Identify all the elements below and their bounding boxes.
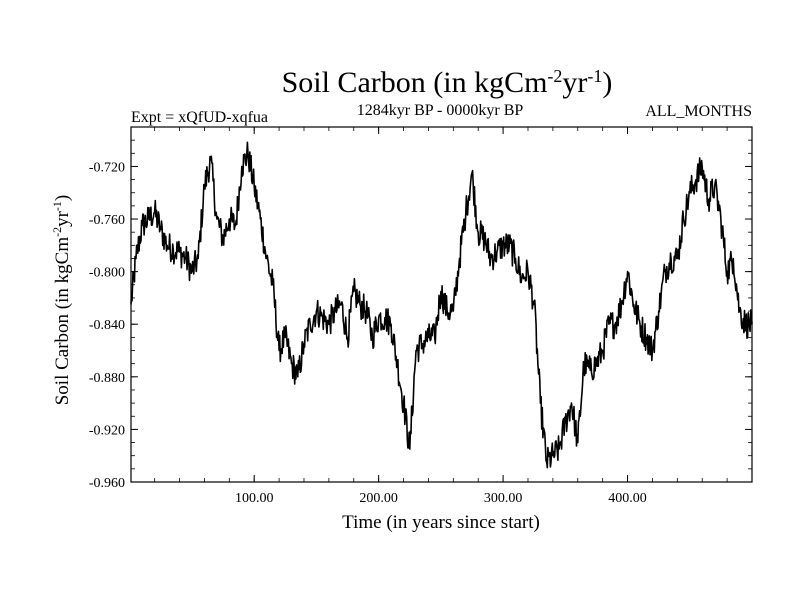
x-axis-ticks: 100.00 200.00 300.00 400.00 [154,127,728,506]
x-tick-label: 100.00 [235,491,274,506]
title-sup-1: -2 [547,66,562,86]
period-note: 1284kyr BP - 0000kyr BP [357,102,524,119]
y-tick-label: -0.880 [89,371,125,386]
ylabel-sup-1: -2 [50,227,64,237]
chart-title: Soil Carbon (in kgCm-2yr-1) [282,66,613,99]
title-end: ) [602,66,612,99]
y-tick-label: -0.760 [89,213,125,228]
title-sup-2: -1 [587,66,602,86]
y-tick-label: -0.920 [89,423,125,438]
months-note: ALL_MONTHS [645,103,752,120]
y-tick-label: -0.720 [89,160,125,175]
x-tick-label: 200.00 [359,491,398,506]
x-tick-label: 400.00 [608,491,647,506]
title-mid: yr [562,66,587,99]
y-axis-label: Soil Carbon (in kgCm-2yr-1) [50,195,73,406]
x-tick-label: 300.00 [484,491,523,506]
series-line [130,141,753,469]
ylabel-end: ) [52,195,73,201]
y-tick-label: -0.840 [89,318,125,333]
y-tick-label: -0.960 [89,476,125,491]
x-axis-label: Time (in years since start) [342,512,540,533]
expt-note: Expt = xQfUD-xqfua [131,109,268,126]
ylabel-main: Soil Carbon (in kgCm [52,237,73,406]
y-tick-label: -0.800 [89,266,125,281]
y-axis-ticks: -0.960 -0.920 -0.880 -0.840 -0.800 -0.760 -0.7… [89,126,752,491]
ylabel-sup-2: -1 [50,201,64,211]
title-main: Soil Carbon (in kgCm [282,66,548,99]
ylabel-mid: yr [52,210,73,227]
